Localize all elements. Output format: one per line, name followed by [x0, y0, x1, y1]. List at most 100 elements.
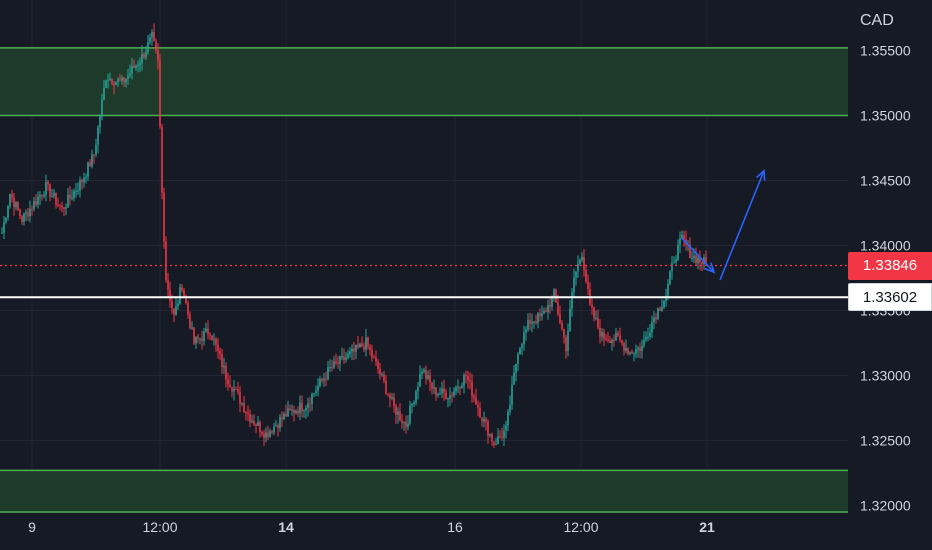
candle-body	[353, 348, 355, 352]
candle-body	[289, 408, 291, 410]
candle-body	[515, 363, 517, 373]
candle-body	[131, 66, 133, 74]
candle-body	[15, 202, 17, 208]
candle-body	[309, 403, 311, 405]
candle-body	[159, 60, 161, 127]
candle-body	[227, 379, 229, 385]
candle-body	[265, 432, 267, 438]
candle-body	[529, 320, 531, 324]
candle-body	[125, 78, 127, 83]
candle-body	[183, 290, 185, 296]
candle-body	[405, 421, 407, 428]
candle-body	[27, 212, 29, 217]
candle-body	[659, 308, 661, 311]
candle-body	[299, 402, 301, 414]
candle-body	[653, 317, 655, 323]
candle-body	[305, 407, 307, 411]
candle-body	[207, 328, 209, 335]
candle-body	[87, 162, 89, 177]
y-tick-label: 1.33000	[860, 368, 911, 384]
candle-body	[649, 332, 651, 337]
candle-body	[587, 281, 589, 289]
candle-body	[45, 181, 47, 195]
candle-body	[551, 296, 553, 307]
candle-body	[237, 388, 239, 393]
candle-body	[91, 154, 93, 167]
candle-body	[239, 392, 241, 404]
candle-body	[483, 418, 485, 422]
candle-body	[345, 357, 347, 361]
candle-body	[135, 65, 137, 68]
candle-body	[251, 420, 253, 423]
candle-body	[297, 410, 299, 414]
candle-body	[585, 270, 587, 282]
candle-body	[137, 64, 139, 66]
candle-body	[601, 331, 603, 337]
candle-body	[223, 365, 225, 368]
candle-body	[59, 204, 61, 206]
candle-body	[437, 393, 439, 396]
candle-body	[339, 356, 341, 364]
candle-body	[535, 321, 537, 323]
candle-body	[57, 204, 59, 206]
candle-body	[287, 408, 289, 417]
candle-body	[163, 192, 165, 242]
candle-body	[465, 375, 467, 377]
x-axis[interactable]: 9 12:00 14 16 12:00 21	[28, 519, 715, 535]
candle-body	[41, 195, 43, 197]
y-tick-label: 1.34500	[860, 173, 911, 189]
candle-body	[347, 353, 349, 358]
y-tick-label: 1.35500	[860, 43, 911, 59]
y-tick-label: 1.32000	[860, 498, 911, 514]
candle-body	[81, 180, 83, 183]
candle-body	[609, 340, 611, 344]
candle-body	[5, 217, 7, 223]
candle-body	[341, 356, 343, 358]
candle-body	[13, 197, 15, 208]
candle-body	[187, 302, 189, 315]
candle-body	[147, 42, 149, 52]
candle-body	[233, 388, 235, 392]
candle-body	[599, 327, 601, 337]
candle-body	[419, 374, 421, 387]
up-arrow[interactable]	[719, 170, 765, 281]
candle-body	[119, 79, 121, 81]
candle-body	[359, 343, 361, 348]
candle-body	[403, 421, 405, 423]
candle-body	[499, 436, 501, 438]
candle-body	[495, 444, 497, 446]
candle-body	[161, 126, 163, 193]
candle-body	[267, 432, 269, 437]
candle-body	[195, 337, 197, 344]
candle-body	[423, 369, 425, 373]
candle-body	[79, 180, 81, 191]
candle-body	[631, 352, 633, 354]
candle-body	[343, 356, 345, 361]
candle-body	[695, 255, 697, 264]
candle-body	[639, 347, 641, 352]
candle-body	[25, 212, 27, 214]
candle-body	[173, 308, 175, 315]
candle-body	[263, 433, 265, 438]
candle-body	[165, 241, 167, 281]
candle-body	[697, 257, 699, 264]
candle-body	[103, 87, 105, 100]
candle-body	[49, 184, 51, 197]
candle-body	[313, 393, 315, 395]
candle-body	[337, 362, 339, 364]
candle-body	[557, 302, 559, 315]
candle-body	[635, 349, 637, 354]
candle-body	[507, 411, 509, 426]
candle-body	[69, 194, 71, 199]
candle-body	[323, 378, 325, 381]
candle-body	[151, 32, 153, 38]
candle-body	[641, 345, 643, 352]
down-arrow[interactable]	[681, 237, 715, 273]
candle-body	[667, 283, 669, 296]
candle-body	[393, 397, 395, 407]
candle-body	[401, 420, 403, 423]
candle-body	[699, 257, 701, 262]
candle-body	[559, 314, 561, 323]
candle-body	[149, 37, 151, 43]
